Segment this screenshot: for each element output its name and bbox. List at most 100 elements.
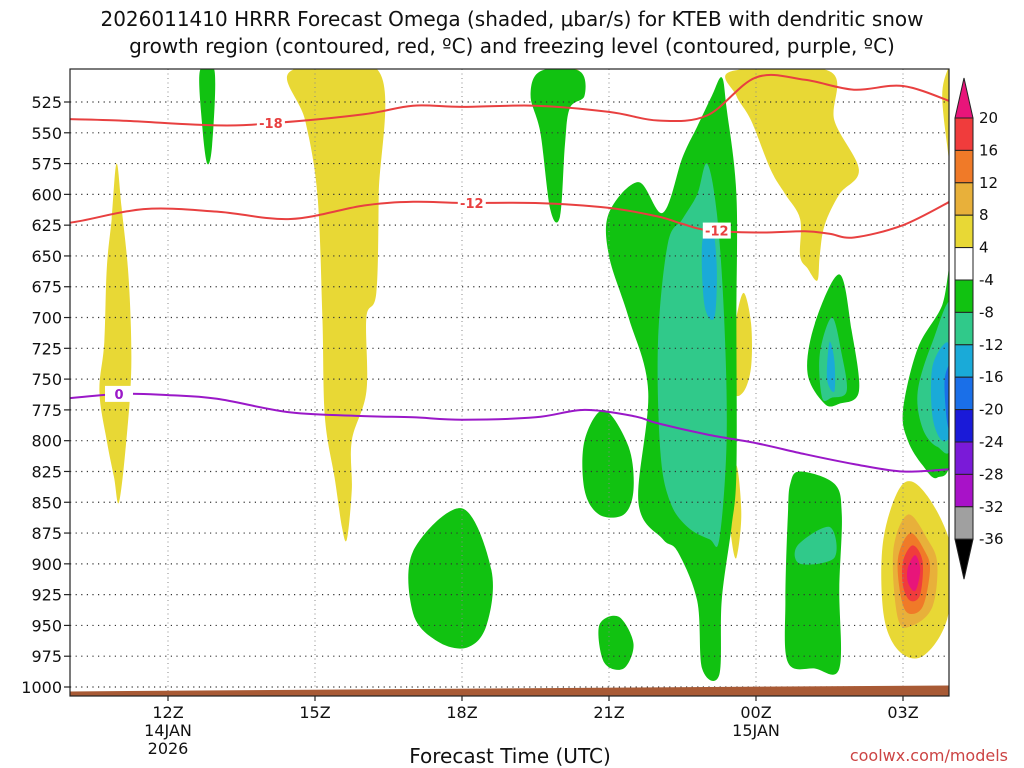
isotherm-label-0-0: -18 bbox=[259, 117, 283, 132]
colorbar-swatch-9 bbox=[954, 376, 974, 411]
isotherm-label-bg-1-2 bbox=[702, 222, 731, 239]
y-tick-label-625: 625 bbox=[31, 216, 62, 235]
colorbar-label-1: 16 bbox=[979, 141, 998, 159]
y-tick-label-675: 675 bbox=[31, 278, 62, 297]
chart-title-line-2: growth region (contoured, red, ºC) and f… bbox=[129, 34, 895, 58]
isotherm-label-1-2: -12 bbox=[705, 225, 729, 240]
colorbar-bottom-arrow bbox=[954, 538, 974, 580]
colorbar-label-12: -32 bbox=[979, 498, 1004, 516]
isotherm-label-1-1: -12 bbox=[460, 197, 484, 212]
y-tick-label-800: 800 bbox=[31, 432, 62, 451]
omega-region-20 bbox=[784, 471, 842, 675]
omega-region-13 bbox=[16, 450, 28, 499]
colorbar-top-arrow bbox=[954, 77, 974, 119]
y-tick-label-750: 750 bbox=[31, 370, 62, 389]
x-tick-date-12Z: 14JAN bbox=[144, 721, 192, 740]
x-tick-date-00Z: 15JAN bbox=[732, 721, 780, 740]
y-tick-label-850: 850 bbox=[31, 493, 62, 512]
omega-region-15 bbox=[530, 69, 586, 223]
colorbar-label-9: -20 bbox=[979, 401, 1004, 419]
colorbar-label-5: -4 bbox=[979, 271, 994, 289]
y-tick-label-900: 900 bbox=[31, 555, 62, 574]
colorbar-label-0: 20 bbox=[979, 109, 998, 127]
colorbar-label-6: -8 bbox=[979, 303, 994, 321]
colorbar-label-11: -28 bbox=[979, 465, 1004, 483]
omega-region-29 bbox=[944, 365, 949, 431]
y-tick-label-1000: 1000 bbox=[21, 678, 62, 697]
y-tick-label-825: 825 bbox=[31, 462, 62, 481]
y-tick-label-925: 925 bbox=[31, 586, 62, 605]
omega-region-16 bbox=[582, 409, 634, 518]
chart-title-line-1: 2026011410 HRRR Forecast Omega (shaded, … bbox=[100, 7, 924, 31]
isotherm-line-1 bbox=[70, 200, 949, 239]
omega-region-14 bbox=[408, 508, 493, 649]
colorbar-swatch-11 bbox=[954, 441, 974, 475]
omega-region-27 bbox=[826, 341, 836, 393]
y-tick-label-700: 700 bbox=[31, 309, 62, 328]
omega-region-6 bbox=[942, 69, 949, 161]
colorbar-swatch-1 bbox=[954, 117, 974, 151]
colorbar-swatch-8 bbox=[954, 344, 974, 378]
y-tick-label-725: 725 bbox=[31, 339, 62, 358]
isotherm-contours: -18-12-12-120 bbox=[70, 73, 949, 473]
omega-region-4 bbox=[733, 292, 752, 397]
colorbar-label-7: -12 bbox=[979, 336, 1004, 354]
isotherm-label-bg-1-1 bbox=[457, 194, 486, 211]
y-tick-label-600: 600 bbox=[31, 185, 62, 204]
y-tick-label-550: 550 bbox=[31, 124, 62, 143]
x-tick-label-12Z: 12Z bbox=[152, 703, 183, 722]
x-tick-label-18Z: 18Z bbox=[446, 703, 477, 722]
omega-region-1 bbox=[286, 69, 386, 542]
colorbar-swatch-3 bbox=[954, 182, 974, 216]
omega-region-3 bbox=[725, 69, 859, 281]
y-tick-label-525: 525 bbox=[31, 93, 62, 112]
isotherm-label-2-0: 0 bbox=[114, 388, 123, 403]
omega-region-24 bbox=[794, 526, 837, 565]
x-axis-title: Forecast Time (UTC) bbox=[409, 744, 611, 768]
plot-frame bbox=[69, 68, 950, 697]
colorbar-label-13: -36 bbox=[979, 530, 1004, 548]
colorbar-swatch-6 bbox=[954, 279, 974, 313]
omega-colorbar: 20 16 12 8 4 -4 -8 -12 -16 -20 -24 -28 -32 -36 bbox=[954, 77, 1004, 580]
plot-grid bbox=[70, 69, 949, 696]
colorbar-swatch-2 bbox=[954, 149, 974, 184]
chart-title: 2026011410 HRRR Forecast Omega (shaded, … bbox=[0, 6, 1024, 60]
colorbar-label-3: 8 bbox=[979, 206, 989, 224]
pressure-axis: 525 550 575 600 625 650 675 700 725 750 775 800 825 8… bbox=[21, 93, 70, 697]
colorbar-label-10: -24 bbox=[979, 433, 1004, 451]
colorbar-swatch-13 bbox=[954, 506, 974, 540]
colorbar-swatch-7 bbox=[954, 311, 974, 346]
isotherm-line-0 bbox=[70, 73, 949, 127]
y-tick-label-650: 650 bbox=[31, 247, 62, 266]
isotherm-label-bg-2-0 bbox=[105, 385, 133, 402]
ground-fill bbox=[70, 685, 949, 696]
colorbar-swatch-10 bbox=[954, 409, 974, 443]
isotherm-line-2 bbox=[70, 392, 949, 473]
omega-region-26 bbox=[701, 224, 717, 320]
colorbar-swatch-4 bbox=[954, 214, 974, 249]
colorbar-label-4: 4 bbox=[979, 239, 989, 257]
colorbar-label-2: 12 bbox=[979, 174, 998, 192]
omega-region-0 bbox=[99, 163, 132, 504]
omega-shading bbox=[16, 69, 949, 681]
y-tick-label-875: 875 bbox=[31, 524, 62, 543]
colorbar-label-8: -16 bbox=[979, 368, 1004, 386]
isotherm-label-bg-0-0 bbox=[256, 115, 285, 132]
terrain-ground bbox=[70, 685, 949, 696]
colorbar-swatch-5 bbox=[954, 247, 974, 281]
omega-region-12 bbox=[199, 69, 216, 165]
y-tick-label-775: 775 bbox=[31, 401, 62, 420]
colorbar-swatch-12 bbox=[954, 473, 974, 508]
x-tick-label-03Z: 03Z bbox=[887, 703, 918, 722]
y-tick-label-575: 575 bbox=[31, 155, 62, 174]
x-tick-label-15Z: 15Z bbox=[299, 703, 330, 722]
omega-region-28 bbox=[930, 342, 949, 442]
y-tick-label-950: 950 bbox=[31, 616, 62, 635]
x-tick-label-21Z: 21Z bbox=[593, 703, 624, 722]
y-tick-label-975: 975 bbox=[31, 647, 62, 666]
x-tick-label-00Z: 00Z bbox=[740, 703, 771, 722]
x-tick-year-12Z: 2026 bbox=[148, 739, 189, 758]
source-credit: coolwx.com/models bbox=[849, 746, 1008, 765]
